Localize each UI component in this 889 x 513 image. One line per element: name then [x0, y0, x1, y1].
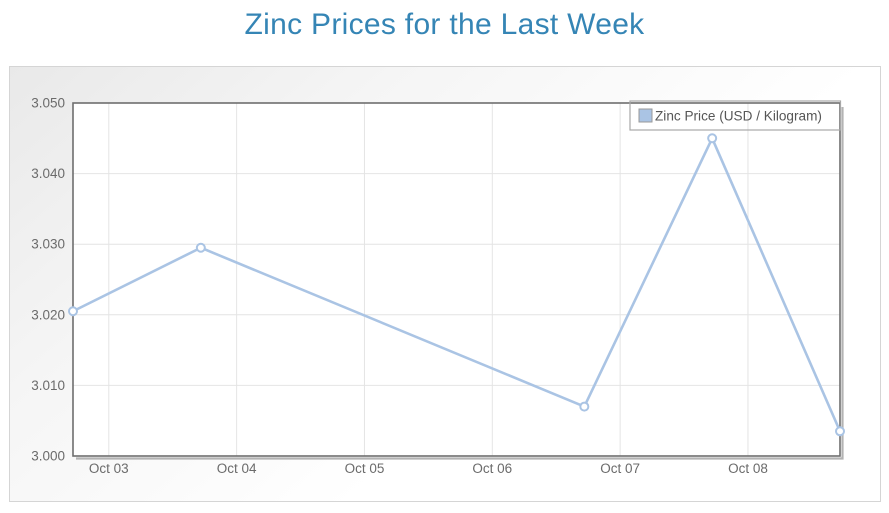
plot-box-shadow — [76, 107, 844, 460]
plot-background — [73, 103, 840, 456]
data-point-marker[interactable] — [835, 426, 845, 437]
y-axis-label: 3.020 — [31, 307, 65, 322]
data-point-marker[interactable] — [195, 242, 206, 253]
page-title: Zinc Prices for the Last Week — [244, 8, 645, 41]
chart-panel: 3.000 3.010 3.020 3.030 3.040 3.050 Oct 03 Oct … — [9, 66, 881, 502]
data-point-marker[interactable] — [68, 306, 78, 317]
data-point-marker[interactable] — [579, 401, 590, 412]
x-axis-label: Oct 03 — [89, 461, 129, 476]
zinc-price-line-chart: 3.000 3.010 3.020 3.030 3.040 3.050 Oct 03 Oct … — [31, 96, 845, 476]
legend-swatch[interactable] — [638, 108, 653, 123]
y-axis-label: 3.010 — [31, 378, 65, 393]
x-axis-label: Oct 08 — [728, 461, 768, 476]
x-axis-label: Oct 07 — [600, 461, 640, 476]
y-axis-label: 3.040 — [31, 166, 65, 181]
plot-border — [72, 102, 841, 457]
legend-label[interactable]: Zinc Price (USD / Kilogram) — [655, 109, 822, 124]
y-axis-label: 3.000 — [31, 449, 65, 464]
x-axis-label: Oct 05 — [345, 461, 385, 476]
x-axis-label: Oct 06 — [472, 461, 512, 476]
data-point-marker[interactable] — [707, 133, 718, 144]
y-axis-label: 3.050 — [31, 96, 65, 111]
y-axis-label: 3.030 — [31, 237, 65, 252]
legend-box — [629, 100, 842, 131]
x-axis-label: Oct 04 — [217, 461, 257, 476]
